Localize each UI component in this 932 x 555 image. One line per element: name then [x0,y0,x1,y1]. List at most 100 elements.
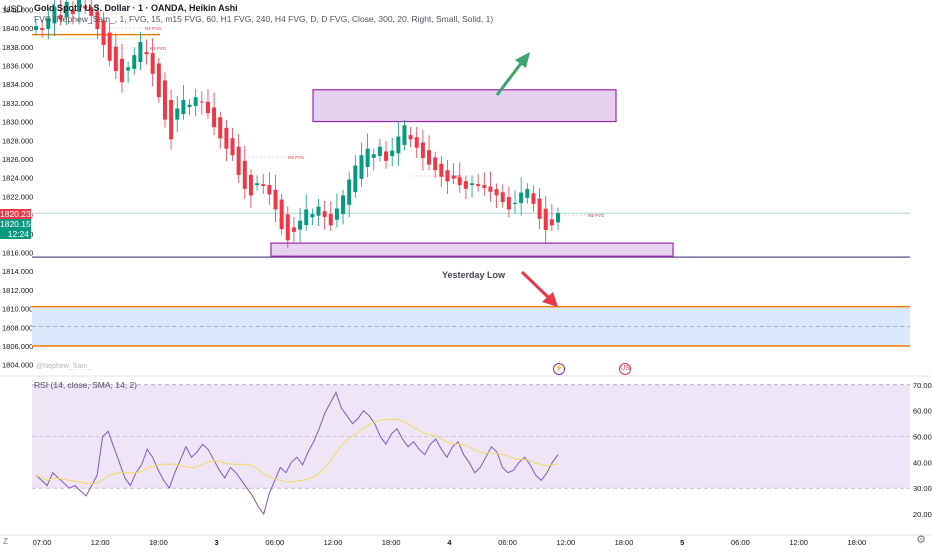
timezone-icon[interactable]: Z [3,537,8,546]
candle-body [377,146,382,157]
candle [556,207,560,231]
candle [519,177,524,216]
candle [70,1,75,25]
candle-body [230,138,235,156]
price-tick-label: 1822.000 [2,192,33,201]
candle [113,34,118,80]
candle [236,134,241,183]
candle [181,85,186,120]
symbol-title[interactable]: Gold Spot / U.S. Dollar · 1 · OANDA, Hei… [34,3,238,13]
candle [476,173,481,192]
candle-body [439,163,444,177]
bullish-arrow-head [515,52,530,68]
candle-body [390,150,395,157]
candle-body [457,177,462,186]
candle-body [476,184,481,187]
candle [506,186,511,218]
blue-range-zone [32,306,910,346]
price-tick-label: 1816.000 [2,248,33,257]
candle-body [291,227,296,232]
candle-body [236,146,241,175]
candle-body [506,197,511,210]
candle-body [76,0,81,12]
candle [396,121,401,166]
candle-body [193,97,198,106]
rsi-legend[interactable]: RSI (14, close, SMA, 14, 2) [34,380,137,390]
candle-body [334,208,339,220]
candle-body [285,214,290,241]
gear-icon[interactable]: ⚙ [916,534,926,546]
candle [414,126,419,159]
candle-body [113,46,118,72]
candle [377,138,382,162]
candle [433,151,438,179]
time-tick-label: 12:00 [324,538,343,547]
bearish-arrow-shaft [520,270,551,300]
candle-body [427,150,432,165]
price-tag-last: 1820.157 [0,219,36,229]
candle-body [451,175,456,179]
candle [365,133,370,178]
target-zone-box [312,89,617,123]
candle-body [414,137,419,148]
price-tick-label: 1834.000 [2,80,33,89]
time-tick-label: 4 [447,538,452,547]
candle-body [267,185,272,195]
bearish-arrow-head [542,292,558,307]
candle [89,0,94,24]
indicator-legend[interactable]: FVG (Nephew_Sam_, 1, FVG, 15, m15 FVG, 6… [34,14,494,24]
candle-body [40,28,45,30]
candle-body [138,42,143,63]
candle-body [169,100,174,140]
candle [457,162,462,194]
us-flag-icon[interactable]: US [619,363,631,375]
candle-body [525,188,530,198]
candle [40,20,45,38]
candle-body [322,211,327,217]
candle [156,57,161,103]
candle [334,193,339,228]
candle-body [101,20,106,45]
candle [212,92,217,136]
time-tick-label: 5 [680,538,684,547]
candle [298,208,303,243]
candle-body [396,136,401,154]
candle [101,12,106,58]
price-tick-label: 1810.000 [2,305,33,314]
candle-body [365,148,370,168]
price-tick-label: 1828.000 [2,136,33,145]
rsi-tick-label: 50.00 [913,432,932,441]
time-tick-label: 18:00 [615,538,634,547]
candle-body [150,53,155,74]
candle [488,171,493,202]
candle-body [371,154,376,158]
candle [390,137,395,167]
price-tick-label: 1842.000 [2,5,33,14]
candle [402,119,407,151]
bearish-arrow [520,270,558,307]
candle [230,127,235,161]
candle-body [218,117,223,139]
event-flash-icon[interactable]: ⚡ [553,363,565,375]
candle-body [433,157,438,171]
candle [316,198,321,226]
candle [95,5,100,40]
candle-body [353,165,358,193]
candle-body [470,183,475,186]
fvg-label: FVG [452,174,462,179]
time-tick-label: 06:00 [731,538,750,547]
candle [132,47,137,75]
candle [162,72,167,128]
candle-body [181,100,186,115]
candle [58,0,63,26]
candle [513,190,518,214]
candle [494,183,499,209]
yesterday-low-label: Yesterday Low [442,270,506,280]
time-tick-label: 12:00 [91,538,110,547]
candle [470,175,475,198]
candle-body [205,101,210,114]
candle-body [199,101,204,103]
candle [500,184,505,208]
